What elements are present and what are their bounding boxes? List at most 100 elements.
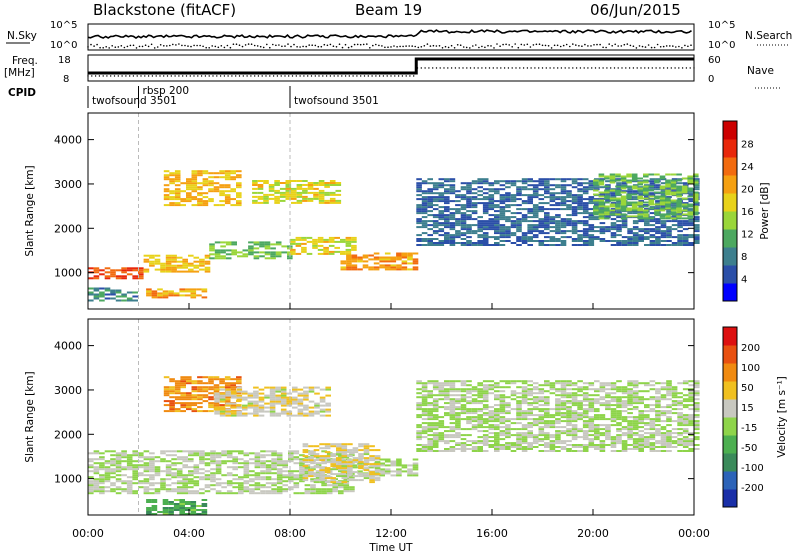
power-cell [655, 242, 661, 244]
power-cell [390, 266, 397, 269]
power-cell [577, 206, 583, 209]
velocity-cell [432, 450, 439, 452]
power-cell [555, 198, 561, 201]
velocity-cell [627, 412, 633, 415]
velocity-cell [549, 442, 556, 445]
nave-point [193, 75, 195, 77]
power-cell [455, 224, 461, 227]
power-cell [620, 175, 627, 178]
power-cell [521, 240, 528, 242]
power-cell [604, 197, 610, 200]
velocity-cell [694, 410, 700, 413]
velocity-cell [110, 464, 116, 467]
power-cell [682, 238, 689, 240]
power-cell [220, 257, 226, 260]
power-cell [677, 226, 683, 229]
power-cell [687, 215, 693, 218]
power-cell [610, 236, 617, 239]
power-cell [427, 196, 433, 199]
velocity-cell [208, 406, 214, 409]
power-cell [432, 200, 439, 203]
velocity-cell [599, 384, 606, 387]
velocity-cell [605, 434, 611, 437]
velocity-cell [215, 472, 222, 475]
nave-point [674, 67, 676, 69]
power-cell [257, 197, 264, 200]
velocity-cell [427, 446, 433, 448]
velocity-cell [224, 378, 231, 381]
velocity-cell [677, 422, 683, 425]
velocity-cell [571, 430, 578, 433]
nave-point [439, 67, 441, 69]
velocity-cell [416, 382, 422, 385]
velocity-cell [521, 428, 528, 431]
power-cell [281, 245, 287, 248]
velocity-cell [186, 398, 192, 401]
velocity-cell [191, 394, 198, 397]
power-cell [610, 212, 617, 215]
velocity-cell [616, 416, 622, 419]
power-cell [599, 208, 606, 211]
power-cell [460, 216, 467, 219]
velocity-cell [449, 440, 456, 443]
power-cell [582, 230, 589, 233]
velocity-cell [571, 394, 578, 397]
velocity-cell [444, 398, 450, 401]
power-cell [460, 194, 467, 197]
nave-point [447, 67, 449, 69]
velocity-cell [186, 406, 192, 409]
power-cell [670, 181, 677, 184]
power-cell [416, 190, 422, 193]
velocity-cell [349, 452, 355, 455]
velocity-cell [221, 462, 227, 465]
power-cell [173, 294, 180, 297]
power-cell [285, 182, 292, 184]
velocity-cell [416, 402, 422, 405]
velocity-cell [138, 454, 144, 457]
velocity-cell [303, 392, 309, 395]
power-cell [598, 175, 605, 178]
velocity-cell [588, 442, 595, 445]
velocity-cell [516, 380, 522, 383]
nave-point [553, 67, 555, 69]
power-cell [616, 220, 622, 223]
power-cell [682, 182, 689, 185]
power-cell [660, 220, 667, 223]
velocity-cell [208, 386, 214, 389]
velocity-cell [258, 392, 265, 395]
nsearch-point [687, 45, 689, 48]
velocity-cell [521, 436, 528, 439]
velocity-cell [516, 386, 522, 389]
power-cell [627, 238, 633, 240]
velocity-cell [516, 442, 522, 445]
velocity-cell [466, 388, 472, 391]
velocity-cell [176, 476, 183, 479]
power-cell [264, 247, 271, 250]
nsearch-point [650, 46, 653, 49]
power-cell [577, 208, 583, 211]
velocity-cell [655, 382, 661, 385]
velocity-cell [313, 473, 320, 476]
power-cell [677, 236, 683, 239]
velocity-cell [93, 484, 100, 487]
velocity-cell [363, 463, 370, 466]
power-cell [121, 275, 127, 278]
power-cell [471, 206, 478, 209]
velocity-cell [688, 432, 694, 435]
power-cell [521, 188, 528, 191]
y-tick-label: 4000 [54, 134, 82, 147]
power-cell [638, 228, 644, 231]
velocity-cell [566, 396, 572, 399]
power-cell [544, 212, 550, 215]
nsearch-point [120, 45, 123, 47]
power-cell [340, 240, 346, 243]
velocity-cell [313, 475, 320, 478]
velocity-cell [310, 484, 316, 487]
power-cell [671, 242, 678, 244]
power-cell [362, 260, 369, 263]
power-cell [416, 220, 422, 223]
power-cell [510, 200, 517, 203]
velocity-cell [319, 475, 325, 478]
power-cell [132, 295, 138, 298]
